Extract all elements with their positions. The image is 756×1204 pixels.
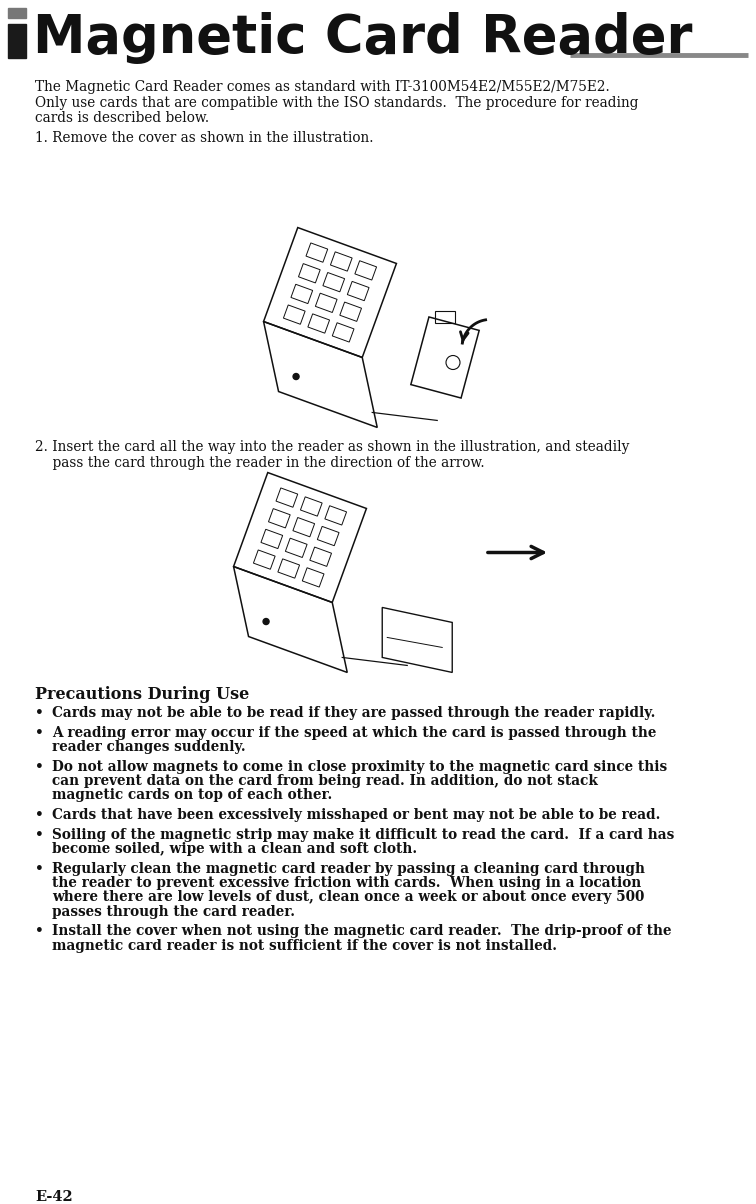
Text: 1. Remove the cover as shown in the illustration.: 1. Remove the cover as shown in the illu… [35,130,373,144]
Bar [8,8,26,18]
Circle shape [293,373,299,379]
Circle shape [263,619,269,625]
Text: The Magnetic Card Reader comes as standard with IT-3100M54E2/M55E2/M75E2.: The Magnetic Card Reader comes as standa… [35,79,610,94]
Text: •: • [35,827,44,842]
Text: Cards may not be able to be read if they are passed through the reader rapidly.: Cards may not be able to be read if they… [52,706,655,720]
Text: passes through the card reader.: passes through the card reader. [52,905,295,919]
Text: Precautions During Use: Precautions During Use [35,686,249,703]
Text: Cards that have been excessively misshaped or bent may not be able to be read.: Cards that have been excessively misshap… [52,808,661,822]
Text: •: • [35,760,44,773]
Text: •: • [35,862,44,875]
Text: become soiled, wipe with a clean and soft cloth.: become soiled, wipe with a clean and sof… [52,842,417,856]
Text: reader changes suddenly.: reader changes suddenly. [52,740,246,754]
Text: magnetic card reader is not sufficient if the cover is not installed.: magnetic card reader is not sufficient i… [52,939,557,954]
Text: Only use cards that are compatible with the ISO standards.  The procedure for re: Only use cards that are compatible with … [35,95,639,110]
Text: Do not allow magnets to come in close proximity to the magnetic card since this: Do not allow magnets to come in close pr… [52,760,667,773]
Text: pass the card through the reader in the direction of the arrow.: pass the card through the reader in the … [35,455,485,470]
Text: where there are low levels of dust, clean once a week or about once every 500: where there are low levels of dust, clea… [52,891,644,904]
Text: 2. Insert the card all the way into the reader as shown in the illustration, and: 2. Insert the card all the way into the … [35,439,630,454]
Text: Magnetic Card Reader: Magnetic Card Reader [33,12,692,64]
Text: A reading error may occur if the speed at which the card is passed through the: A reading error may occur if the speed a… [52,726,656,739]
Text: Soiling of the magnetic strip may make it difficult to read the card.  If a card: Soiling of the magnetic strip may make i… [52,827,674,842]
Bar [8,24,26,58]
Text: •: • [35,706,44,720]
Text: Regularly clean the magnetic card reader by passing a cleaning card through: Regularly clean the magnetic card reader… [52,862,645,875]
Text: the reader to prevent excessive friction with cards.  When using in a location: the reader to prevent excessive friction… [52,877,641,890]
Text: magnetic cards on top of each other.: magnetic cards on top of each other. [52,789,332,803]
Text: E-42: E-42 [35,1190,73,1204]
Text: •: • [35,808,44,822]
Text: •: • [35,925,44,938]
Text: •: • [35,726,44,739]
Text: Install the cover when not using the magnetic card reader.  The drip-proof of th: Install the cover when not using the mag… [52,925,671,938]
Text: cards is described below.: cards is described below. [35,111,209,125]
Text: can prevent data on the card from being read. In addition, do not stack: can prevent data on the card from being … [52,774,598,787]
